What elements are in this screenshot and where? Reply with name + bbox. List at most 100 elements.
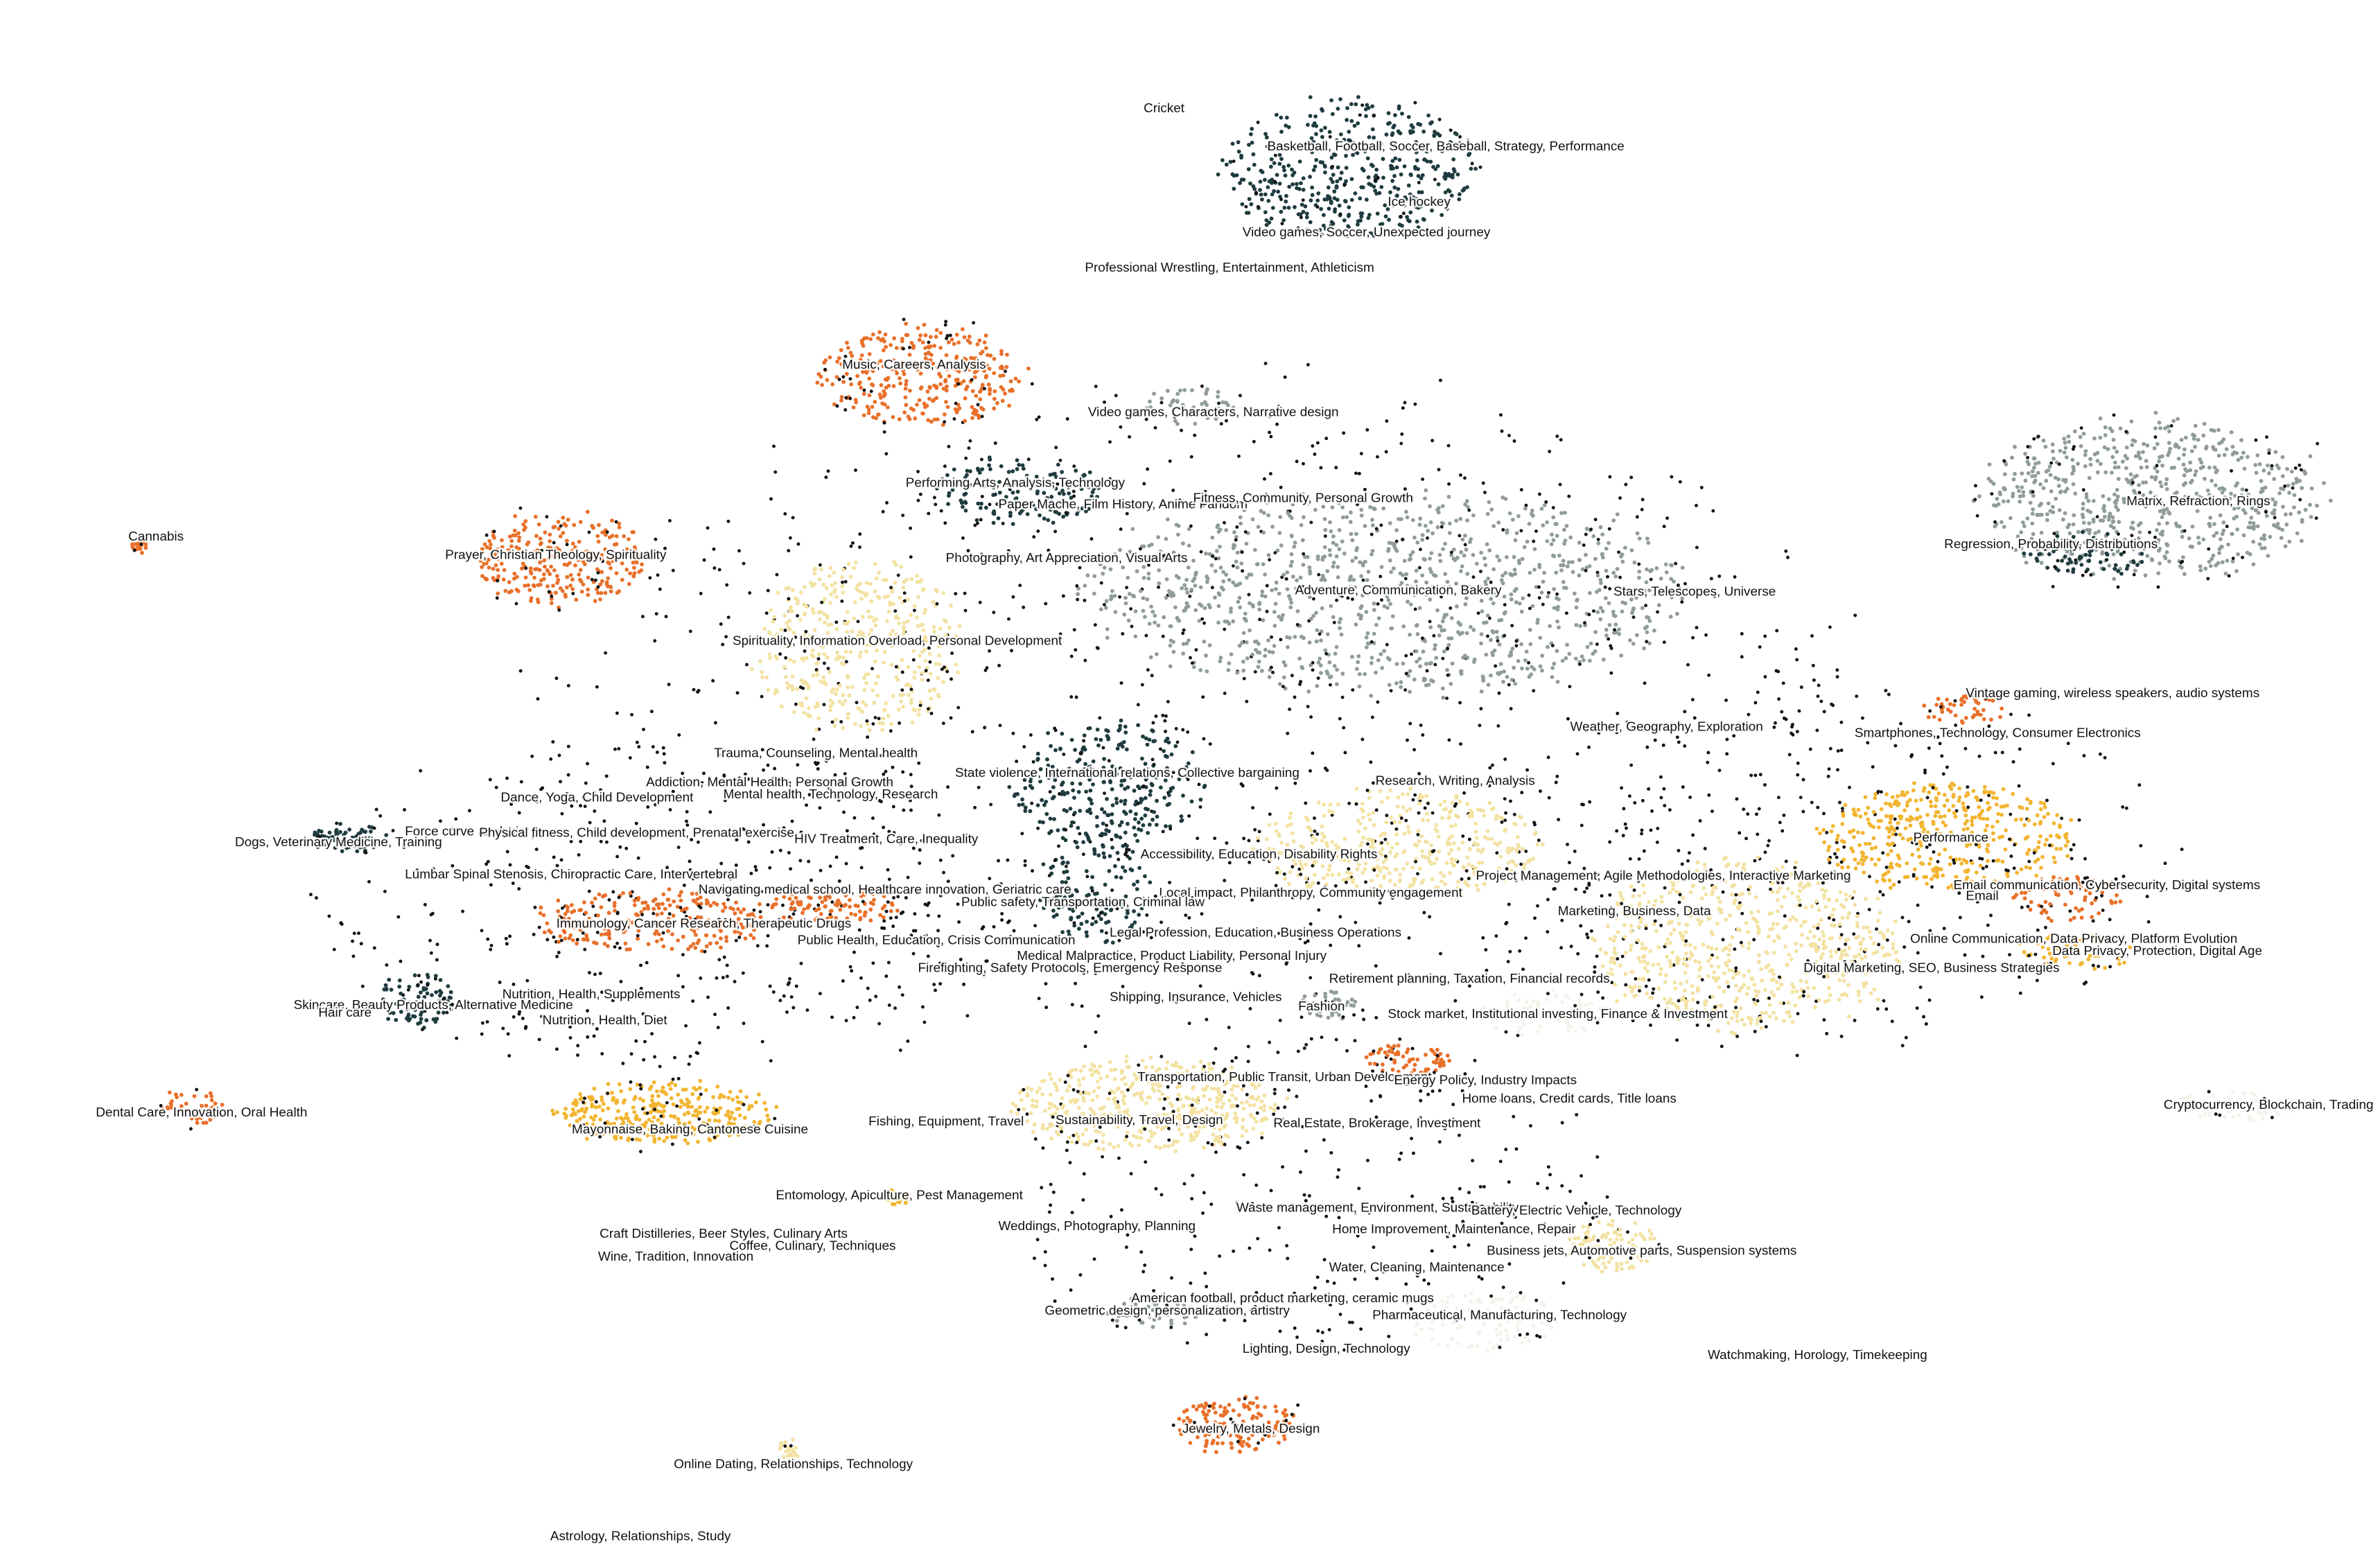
scatter-point: [1035, 1238, 1040, 1242]
scatter-point: [2026, 445, 2030, 449]
scatter-point: [828, 355, 832, 360]
scatter-point: [391, 829, 395, 832]
scatter-point: [1008, 514, 1013, 518]
scatter-point: [965, 468, 970, 473]
scatter-point: [845, 340, 849, 345]
scatter-point: [549, 757, 553, 761]
scatter-point: [1555, 522, 1559, 526]
scatter-point: [1322, 1258, 1327, 1262]
scatter-point: [1454, 802, 1458, 806]
scatter-point: [1197, 850, 1201, 854]
scatter-point: [2281, 505, 2285, 509]
scatter-point: [1483, 491, 1487, 495]
scatter-point: [1340, 515, 1345, 520]
scatter-point: [1358, 560, 1363, 565]
scatter-point: [1503, 603, 1507, 607]
scatter-point: [1458, 134, 1462, 139]
scatter-point: [891, 765, 895, 769]
scatter-point: [1706, 751, 1710, 755]
scatter-point: [2315, 503, 2319, 508]
scatter-point: [874, 994, 878, 999]
scatter-point: [1875, 1007, 1880, 1011]
scatter-point: [2027, 713, 2031, 717]
scatter-point: [1674, 611, 1679, 616]
scatter-point: [956, 340, 961, 345]
scatter-point: [1204, 654, 1208, 658]
scatter-point: [1497, 618, 1502, 623]
scatter-point: [843, 408, 848, 412]
scatter-point: [1576, 911, 1580, 915]
scatter-point: [1981, 866, 1985, 870]
scatter-point: [1607, 527, 1611, 531]
scatter-point: [1279, 130, 1284, 134]
scatter-point: [1314, 132, 1318, 137]
scatter-point: [1293, 205, 1297, 209]
scatter-point: [1406, 114, 1411, 119]
scatter-point: [2021, 520, 2025, 525]
scatter-point: [1295, 622, 1300, 626]
scatter-point: [1561, 1281, 1566, 1285]
scatter-point: [1359, 1327, 1363, 1331]
scatter-point: [777, 918, 781, 922]
scatter-point: [963, 500, 968, 505]
scatter-point: [927, 351, 931, 356]
scatter-point: [1302, 1046, 1306, 1050]
scatter-point: [1205, 1333, 1209, 1337]
scatter-point: [1541, 602, 1545, 606]
scatter-point: [1347, 578, 1352, 582]
scatter-point: [1121, 632, 1125, 636]
scatter-point: [807, 706, 812, 710]
scatter-point: [1379, 523, 1383, 527]
scatter-point: [1026, 366, 1031, 371]
scatter-point: [1281, 218, 1286, 222]
scatter-point: [563, 593, 568, 597]
scatter-point: [1529, 1123, 1532, 1128]
scatter-point: [1317, 572, 1321, 577]
scatter-point: [1320, 108, 1324, 113]
scatter-point: [1839, 1035, 1844, 1038]
scatter-point: [2087, 475, 2092, 480]
scatter-point: [2284, 512, 2288, 517]
scatter-point: [1331, 561, 1336, 565]
scatter-point: [552, 568, 557, 572]
scatter-point: [1202, 606, 1207, 611]
scatter-point: [877, 1022, 882, 1026]
scatter-point: [791, 885, 794, 889]
scatter-point: [2049, 489, 2054, 493]
scatter-point: [1354, 102, 1358, 107]
scatter-point: [1394, 528, 1399, 533]
scatter-point: [2088, 528, 2092, 532]
scatter-point: [570, 804, 574, 808]
scatter-point: [2225, 559, 2230, 563]
scatter-point: [1528, 628, 1532, 632]
scatter-point: [1081, 1198, 1085, 1202]
scatter-point: [1532, 667, 1537, 672]
scatter-point: [867, 728, 872, 732]
scatter-point: [1342, 183, 1347, 187]
scatter-point: [1186, 566, 1191, 570]
scatter-point: [1331, 1000, 1335, 1004]
scatter-point: [1522, 545, 1527, 550]
scatter-point: [711, 678, 715, 683]
scatter-point: [942, 412, 947, 417]
scatter-point: [1645, 745, 1650, 749]
scatter-point: [609, 566, 613, 570]
scatter-point: [2298, 463, 2302, 467]
scatter-point: [2210, 557, 2214, 561]
scatter-point: [1433, 642, 1437, 647]
scatter-point: [939, 509, 943, 513]
scatter-point: [557, 608, 561, 612]
scatter-point: [1349, 102, 1354, 107]
scatter-point: [1347, 205, 1351, 210]
scatter-point: [815, 380, 820, 385]
scatter-point: [1263, 477, 1266, 481]
scatter-point: [1408, 553, 1413, 557]
scatter-point: [1224, 419, 1228, 423]
scatter-point: [535, 597, 540, 602]
scatter-point: [503, 588, 508, 593]
scatter-point: [2246, 455, 2250, 459]
scatter-point: [1006, 549, 1010, 553]
scatter-point: [1048, 899, 1052, 903]
scatter-point: [1329, 98, 1333, 103]
scatter-point: [486, 937, 490, 941]
